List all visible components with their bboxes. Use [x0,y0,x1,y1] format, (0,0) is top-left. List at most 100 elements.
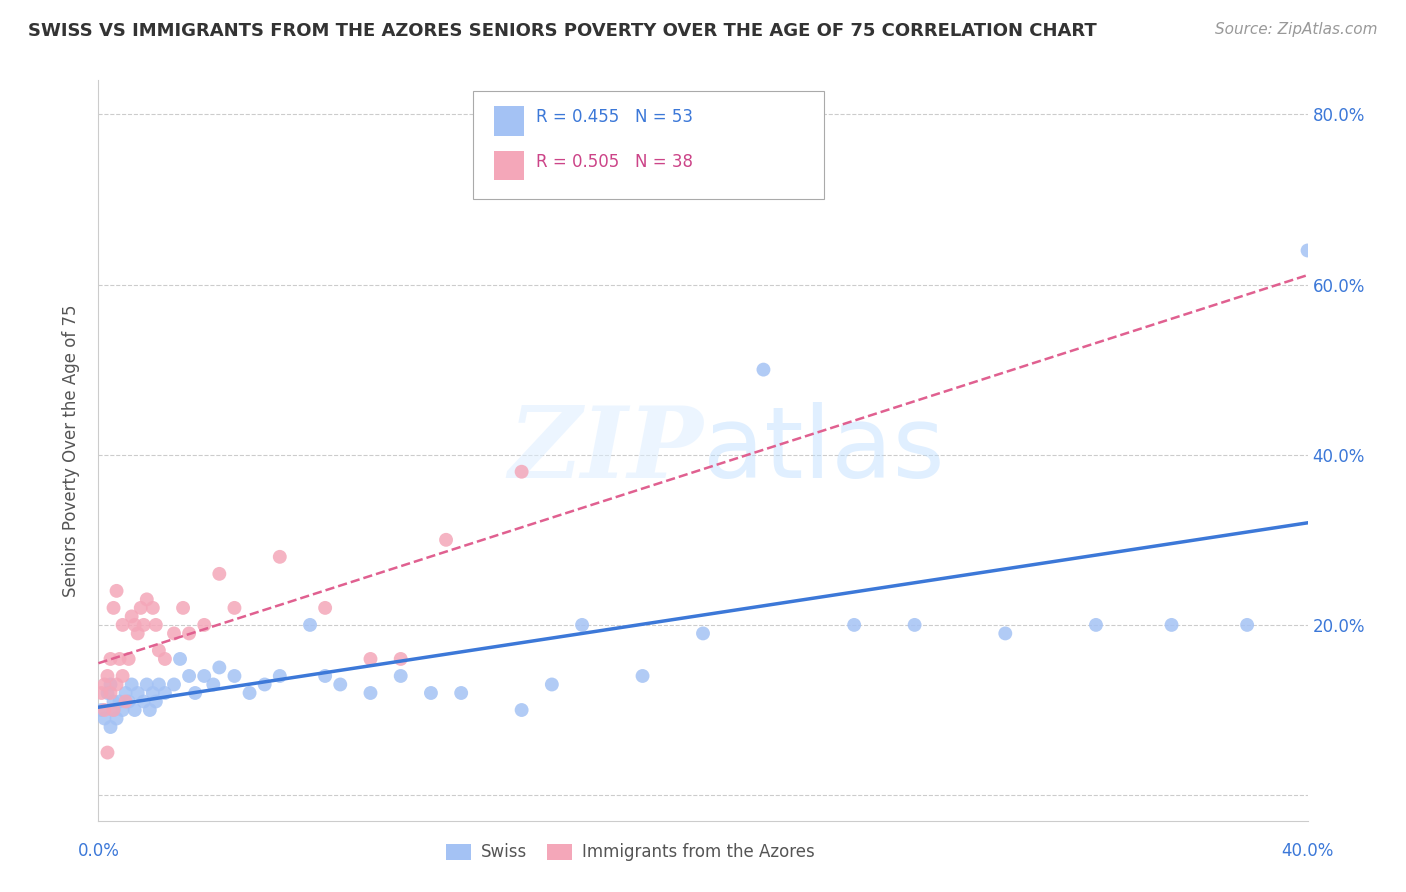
Point [100,677,122,691]
Point [224,669,246,683]
Point [93,677,115,691]
Point [111,669,134,683]
Point [224,600,246,615]
Point [179,669,201,683]
Point [510,703,533,717]
Point [1236,618,1258,632]
Point [96,746,118,760]
Point [153,686,176,700]
Point [1085,618,1108,632]
Point [329,677,352,691]
Point [127,626,149,640]
Point [121,677,143,691]
Point [269,669,291,683]
Point [314,669,336,683]
Point [1160,618,1182,632]
Point [202,677,225,691]
Point [239,686,262,700]
Point [118,652,141,666]
Point [103,694,125,708]
Point [169,652,191,666]
Point [420,686,443,700]
Point [631,669,654,683]
Point [153,652,176,666]
Point [93,712,115,726]
Point [135,677,157,691]
Point [103,703,125,717]
Point [111,618,134,632]
Text: R = 0.505   N = 38: R = 0.505 N = 38 [536,153,693,170]
Point [127,686,149,700]
Point [103,703,125,717]
Point [360,652,382,666]
Point [132,694,155,708]
Point [752,362,775,376]
Point [269,549,291,564]
Point [450,686,472,700]
Point [96,669,118,683]
Text: ZIP: ZIP [508,402,703,499]
Point [124,703,146,717]
Point [90,703,112,717]
Point [118,694,141,708]
Point [114,686,136,700]
FancyBboxPatch shape [494,151,524,180]
Y-axis label: Seniors Poverty Over the Age of 75: Seniors Poverty Over the Age of 75 [62,304,80,597]
Point [299,618,322,632]
Point [163,626,186,640]
FancyBboxPatch shape [474,91,824,199]
Point [253,677,276,691]
Point [132,618,155,632]
Point [184,686,207,700]
Point [994,626,1017,640]
Point [314,600,336,615]
Point [208,660,231,674]
Point [105,677,128,691]
Point [139,703,162,717]
Point [179,626,201,640]
Point [692,626,714,640]
Text: atlas: atlas [703,402,945,499]
Point [571,618,593,632]
Point [93,703,115,717]
Point [105,712,128,726]
Point [121,609,143,624]
Point [163,677,186,691]
Point [135,592,157,607]
Point [108,694,131,708]
Point [172,600,194,615]
Point [145,618,167,632]
Point [108,652,131,666]
Text: R = 0.455   N = 53: R = 0.455 N = 53 [536,108,693,127]
Point [208,566,231,581]
Text: Source: ZipAtlas.com: Source: ZipAtlas.com [1215,22,1378,37]
Point [142,600,165,615]
Point [96,686,118,700]
Point [148,643,170,657]
Text: SWISS VS IMMIGRANTS FROM THE AZORES SENIORS POVERTY OVER THE AGE OF 75 CORRELATI: SWISS VS IMMIGRANTS FROM THE AZORES SENI… [28,22,1097,40]
Point [193,618,215,632]
Point [145,694,167,708]
Text: 40.0%: 40.0% [1281,842,1334,860]
Point [510,465,533,479]
Point [844,618,866,632]
Point [148,677,170,691]
Point [389,669,412,683]
Point [193,669,215,683]
Point [142,686,165,700]
Point [129,600,152,615]
Point [124,618,146,632]
Point [111,703,134,717]
Text: 0.0%: 0.0% [77,842,120,860]
Point [1296,244,1319,258]
Point [105,583,128,598]
Point [540,677,562,691]
Point [100,652,122,666]
Point [360,686,382,700]
Point [114,694,136,708]
Legend: Swiss, Immigrants from the Azores: Swiss, Immigrants from the Azores [439,837,821,868]
Point [90,686,112,700]
Point [103,600,125,615]
Point [100,720,122,734]
Point [434,533,457,547]
